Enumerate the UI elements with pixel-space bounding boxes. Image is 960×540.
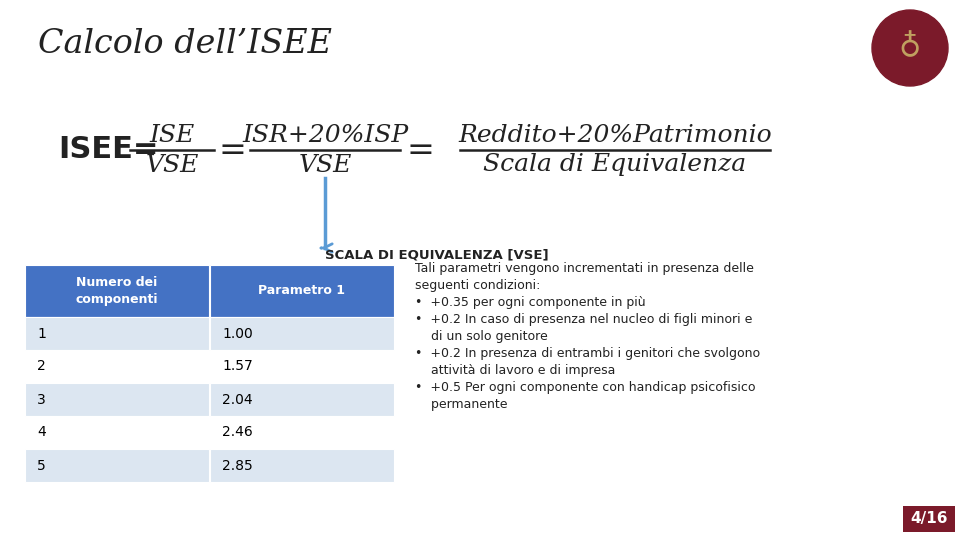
Text: ISR+20%ISP: ISR+20%ISP: [242, 125, 408, 147]
Text: 4: 4: [37, 426, 46, 440]
FancyBboxPatch shape: [25, 449, 209, 482]
FancyBboxPatch shape: [210, 265, 394, 317]
Text: Scala di Equivalenza: Scala di Equivalenza: [484, 153, 747, 177]
Text: seguenti condizioni:: seguenti condizioni:: [415, 279, 540, 292]
Text: 1: 1: [37, 327, 46, 341]
Text: VSE: VSE: [299, 153, 351, 177]
Text: 3: 3: [37, 393, 46, 407]
Text: attività di lavoro e di impresa: attività di lavoro e di impresa: [415, 364, 615, 377]
Text: •  +0.2 In presenza di entrambi i genitori che svolgono: • +0.2 In presenza di entrambi i genitor…: [415, 347, 760, 360]
Text: Calcolo dell’ISEE: Calcolo dell’ISEE: [38, 28, 332, 60]
Text: =: =: [406, 133, 434, 166]
FancyBboxPatch shape: [25, 416, 209, 449]
Text: VSE: VSE: [145, 153, 199, 177]
Text: Reddito+20%Patrimonio: Reddito+20%Patrimonio: [458, 125, 772, 147]
Text: 4/16: 4/16: [910, 511, 948, 526]
Text: Numero dei
componenti: Numero dei componenti: [76, 276, 158, 306]
Text: 2.46: 2.46: [222, 426, 252, 440]
Text: Tali parametri vengono incrementati in presenza delle: Tali parametri vengono incrementati in p…: [415, 262, 754, 275]
FancyBboxPatch shape: [25, 265, 209, 317]
Text: •  +0.5 Per ogni componente con handicap psicofisico: • +0.5 Per ogni componente con handicap …: [415, 381, 756, 394]
Text: •  +0.2 In caso di presenza nel nucleo di figli minori e: • +0.2 In caso di presenza nel nucleo di…: [415, 313, 753, 326]
FancyBboxPatch shape: [903, 506, 955, 532]
FancyBboxPatch shape: [210, 416, 394, 449]
FancyBboxPatch shape: [210, 449, 394, 482]
Text: ♁: ♁: [899, 33, 922, 63]
Text: Parametro 1: Parametro 1: [258, 285, 346, 298]
Text: permanente: permanente: [415, 398, 508, 411]
Text: 1.57: 1.57: [222, 360, 252, 374]
FancyBboxPatch shape: [210, 383, 394, 416]
FancyBboxPatch shape: [25, 317, 209, 350]
Text: =: =: [218, 133, 246, 166]
Text: •  +0.35 per ogni componente in più: • +0.35 per ogni componente in più: [415, 296, 646, 309]
FancyBboxPatch shape: [210, 350, 394, 383]
Text: ISE: ISE: [150, 125, 195, 147]
FancyBboxPatch shape: [25, 383, 209, 416]
Text: 1.00: 1.00: [222, 327, 252, 341]
Text: di un solo genitore: di un solo genitore: [415, 330, 548, 343]
Text: SCALA DI EQUIVALENZA [VSE]: SCALA DI EQUIVALENZA [VSE]: [325, 248, 548, 261]
Text: 2.85: 2.85: [222, 458, 252, 472]
Text: 2: 2: [37, 360, 46, 374]
FancyBboxPatch shape: [25, 350, 209, 383]
Text: ISEE=: ISEE=: [58, 136, 158, 165]
Text: 5: 5: [37, 458, 46, 472]
Circle shape: [872, 10, 948, 86]
Text: 2.04: 2.04: [222, 393, 252, 407]
FancyBboxPatch shape: [210, 317, 394, 350]
